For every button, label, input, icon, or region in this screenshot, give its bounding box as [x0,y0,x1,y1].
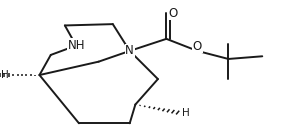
Text: O: O [169,7,178,20]
Text: N: N [125,44,134,57]
Text: O: O [193,40,202,53]
Text: H: H [182,108,190,118]
Text: H: H [1,70,9,80]
Text: NH: NH [67,39,85,52]
